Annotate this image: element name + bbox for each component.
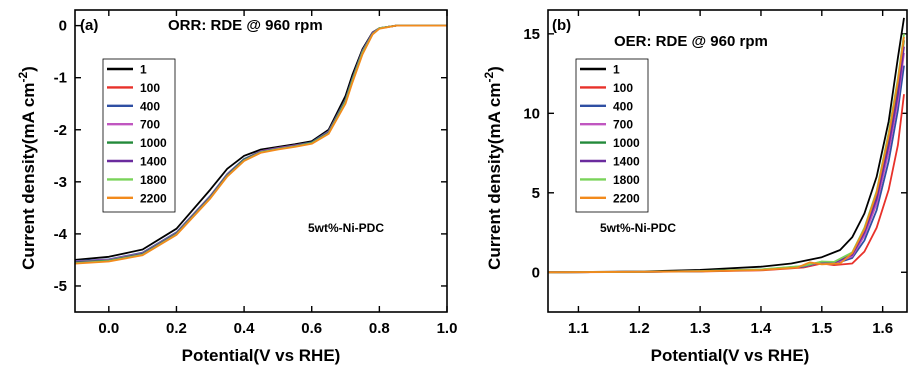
oer-legend-label: 2200 xyxy=(613,191,640,205)
orr-legend-label: 1400 xyxy=(140,155,167,169)
orr-series-2200 xyxy=(74,24,447,265)
orr-legend-label: 400 xyxy=(140,99,160,113)
oer-xtick-label: 1.5 xyxy=(811,320,832,337)
oer-legend-label: 400 xyxy=(613,99,633,113)
oer-xtick-label: 1.6 xyxy=(872,320,893,337)
orr-legend-label: 2200 xyxy=(140,191,167,205)
oer-ylabel: Current density(mA cm-2) xyxy=(482,66,504,270)
oer-series-1 xyxy=(547,17,905,274)
orr-xtick-label: 0.6 xyxy=(301,320,322,337)
orr-ytick-label: -4 xyxy=(54,226,68,243)
orr-legend-label: 100 xyxy=(140,81,160,95)
orr-xtick-label: 0.2 xyxy=(166,320,187,337)
oer-legend-label: 100 xyxy=(613,81,633,95)
oer-legend-box xyxy=(575,58,649,213)
oer-xlabel: Potential(V vs RHE) xyxy=(651,346,810,365)
orr-panel: Current density(mA cm-2) Potential(V vs … xyxy=(16,9,458,365)
oer-ytick-label: 5 xyxy=(532,185,540,202)
oer-legend-label: 1400 xyxy=(613,155,640,169)
orr-xtick-label: 0.8 xyxy=(369,320,390,337)
oer-xtick-label: 1.1 xyxy=(568,320,589,337)
oer-panel: Current density(mA cm-2) Potential(V vs … xyxy=(482,9,908,365)
orr-legend-label: 1800 xyxy=(140,173,167,187)
oer-legend-label: 700 xyxy=(613,118,633,132)
oer-legend: 1 100 400 700 1000 1400 1800 2200 xyxy=(575,58,649,213)
orr-xtick-label: 1.0 xyxy=(437,320,458,337)
orr-xlabel: Potential(V vs RHE) xyxy=(182,346,341,365)
oer-legend-label: 1800 xyxy=(613,173,640,187)
orr-ytick-label: 0 xyxy=(59,18,67,35)
orr-ytick-label: -2 xyxy=(54,122,67,139)
orr-ytick-label: -1 xyxy=(54,70,67,87)
orr-legend-label: 1 xyxy=(140,63,147,77)
oer-annotation: 5wt%-Ni-PDC xyxy=(600,221,676,235)
orr-legend-label: 1000 xyxy=(140,136,167,150)
orr-xtick-label: 0.0 xyxy=(98,320,119,337)
orr-title: ORR: RDE @ 960 rpm xyxy=(168,17,323,34)
oer-ytick-label: 15 xyxy=(523,26,540,43)
oer-legend-label: 1000 xyxy=(613,136,640,150)
orr-legend-box xyxy=(102,58,176,213)
oer-plot-frame xyxy=(547,9,908,313)
orr-panel-label: (a) xyxy=(80,17,98,34)
oer-title: OER: RDE @ 960 rpm xyxy=(614,33,768,50)
orr-plot-frame xyxy=(74,9,448,313)
oer-xtick-label: 1.4 xyxy=(751,320,773,337)
oer-series-2200 xyxy=(547,36,905,274)
oer-xtick-label: 1.2 xyxy=(629,320,650,337)
orr-legend-label: 700 xyxy=(140,118,160,132)
oer-legend-label: 1 xyxy=(613,63,620,77)
oer-ytick-label: 10 xyxy=(523,105,540,122)
oer-ytick-label: 0 xyxy=(532,264,540,281)
orr-ytick-label: -5 xyxy=(54,278,67,295)
orr-ylabel: Current density(mA cm-2) xyxy=(16,66,38,270)
oer-xtick-label: 1.3 xyxy=(690,320,711,337)
oer-panel-label: (b) xyxy=(552,17,571,34)
orr-ytick-label: -3 xyxy=(54,174,67,191)
orr-xtick-label: 0.4 xyxy=(234,320,256,337)
orr-annotation: 5wt%-Ni-PDC xyxy=(308,221,384,235)
orr-legend: 1 100 400 700 1000 1400 1800 2200 xyxy=(102,58,176,213)
